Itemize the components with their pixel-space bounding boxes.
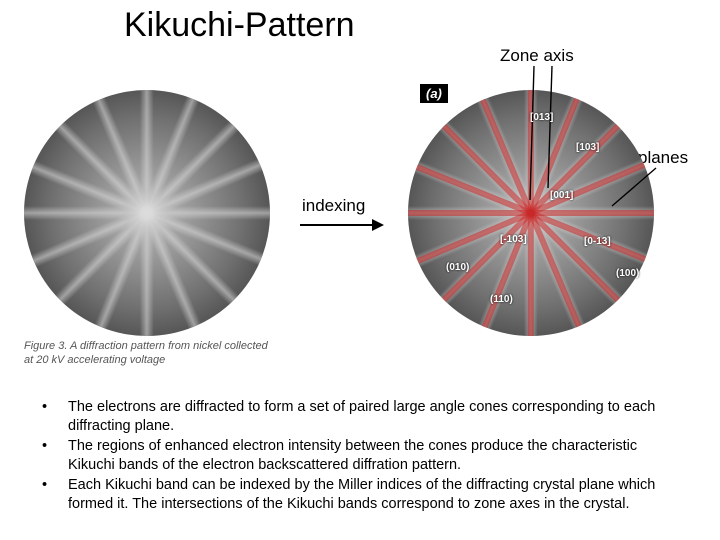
bullet-marker: • [42,476,68,513]
miller-index-m010: (010) [446,262,469,273]
figure-caption: Figure 3. A diffraction pattern from nic… [24,340,284,368]
miller-index-mn103: [-103] [500,234,527,245]
bullet-text: The electrons are diffracted to form a s… [68,398,682,435]
miller-index-m110: (110) [490,294,513,305]
miller-index-m001: [001] [550,190,573,201]
miller-index-m013: [013] [530,112,553,123]
bullet-item: •The electrons are diffracted to form a … [42,398,682,435]
miller-index-m100: (100) [616,268,639,279]
bullet-list: •The electrons are diffracted to form a … [42,398,682,515]
bullet-text: Each Kikuchi band can be indexed by the … [68,476,682,513]
miller-index-m103: [103] [576,142,599,153]
bullet-item: •Each Kikuchi band can be indexed by the… [42,476,682,513]
bullet-item: •The regions of enhanced electron intens… [42,437,682,474]
miller-index-m0n13: [0-13] [584,236,611,247]
bullet-marker: • [42,437,68,474]
caption-line2: at 20 kV accelerating voltage [24,354,165,366]
caption-line1: Figure 3. A diffraction pattern from nic… [24,340,268,352]
bullet-marker: • [42,398,68,435]
bullet-text: The regions of enhanced electron intensi… [68,437,682,474]
